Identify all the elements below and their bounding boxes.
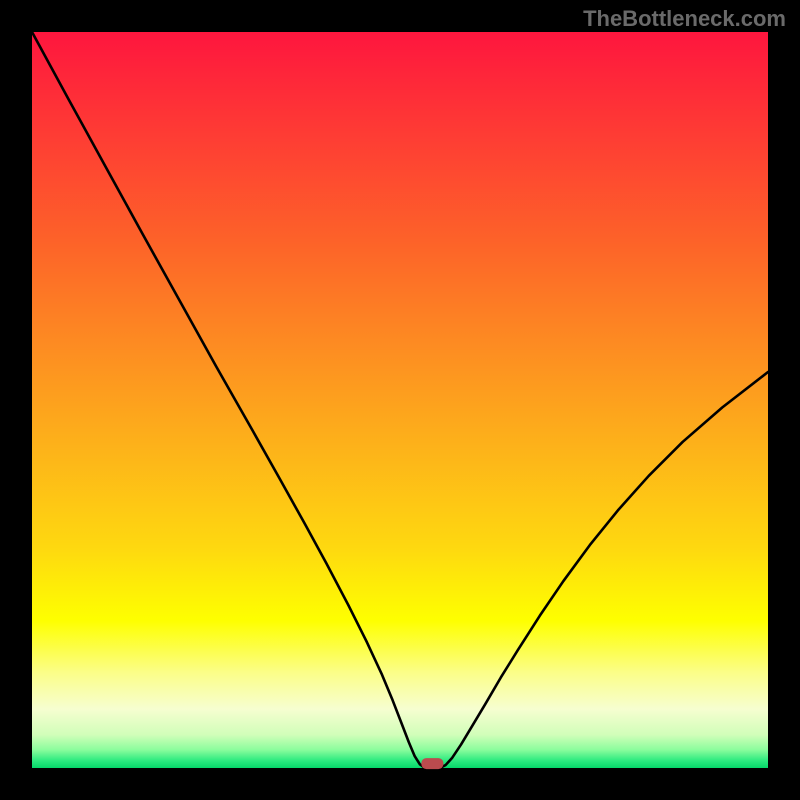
chart-plot-area [32, 32, 768, 768]
chart-svg [0, 0, 800, 800]
optimal-point-marker [421, 758, 443, 769]
watermark-text: TheBottleneck.com [583, 6, 786, 32]
bottleneck-chart: TheBottleneck.com [0, 0, 800, 800]
